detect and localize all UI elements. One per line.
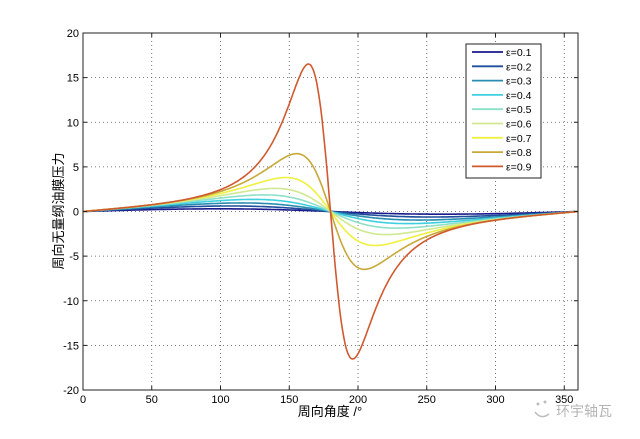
y-tick-label: -20: [63, 385, 79, 397]
legend-label: ε=0.8: [506, 147, 532, 159]
watermark-logo-icon: [534, 400, 550, 418]
x-tick-label: 150: [280, 394, 298, 406]
legend-label: ε=0.7: [506, 133, 532, 145]
legend-label: ε=0.2: [506, 61, 532, 73]
legend-label: ε=0.6: [506, 119, 532, 131]
legend-label: ε=0.3: [506, 76, 532, 88]
axis-ticks: 0 50 100 150 200 250 300 350 -20 -15 -10 -5 0 5 10 15 20: [63, 28, 578, 406]
legend-label: ε=0.4: [506, 90, 532, 102]
y-tick-label: 0: [73, 207, 79, 219]
x-tick-label: 300: [486, 394, 504, 406]
legend-label: ε=0.5: [506, 104, 532, 116]
x-tick-label: 50: [146, 394, 158, 406]
x-tick-label: 0: [80, 394, 86, 406]
watermark: 环宇轴瓦: [534, 400, 612, 419]
y-tick-label: 15: [67, 73, 79, 85]
y-tick-label: -10: [63, 296, 79, 308]
y-tick-label: -5: [69, 251, 79, 263]
watermark-text: 环宇轴瓦: [556, 403, 612, 419]
y-tick-label: 5: [73, 162, 79, 174]
legend-label: ε=0.1: [506, 47, 532, 59]
x-tick-label: 350: [555, 394, 573, 406]
series-lines: [82, 63, 579, 360]
x-tick-label: 200: [349, 394, 367, 406]
y-tick-label: 20: [67, 28, 79, 40]
legend: ε=0.1 ε=0.2 ε=0.3 ε=0.4 ε=0.5 ε=0.6 ε=0.7 ε=0.8…: [465, 43, 542, 179]
x-axis-label: 周向角度 /°: [298, 404, 362, 419]
y-tick-label: -15: [63, 340, 79, 352]
legend-box: [465, 43, 542, 179]
x-tick-label: 250: [418, 394, 436, 406]
y-axis-label: 周向无量纲油膜压力: [51, 152, 66, 269]
y-tick-label: 10: [67, 117, 79, 129]
series-line-ε=0.9: [82, 63, 579, 360]
legend-label: ε=0.9: [506, 161, 532, 173]
x-tick-label: 100: [211, 394, 229, 406]
